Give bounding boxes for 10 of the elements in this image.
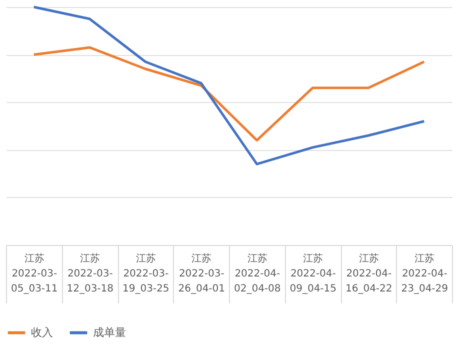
- x-tick-label: 江苏 2022-04-16_04-22: [345, 252, 392, 294]
- x-tick-label: 江苏 2022-03-26_04-01: [178, 252, 226, 294]
- legend-label: 成单量: [93, 326, 126, 339]
- x-tick-label: 江苏 2022-04-02_04-08: [234, 252, 281, 294]
- x-tick-label: 江苏 2022-03-19_03-25: [122, 252, 170, 294]
- x-tick-label: 江苏 2022-03-12_03-18: [66, 252, 114, 294]
- x-tick-label: 江苏 2022-03-05_03-11: [10, 252, 58, 294]
- legend-label: 收入: [31, 326, 53, 339]
- x-tick-label: 江苏 2022-04-09_04-15: [290, 252, 337, 294]
- x-tick-label: 江苏 2022-04-23_04-29: [401, 252, 448, 294]
